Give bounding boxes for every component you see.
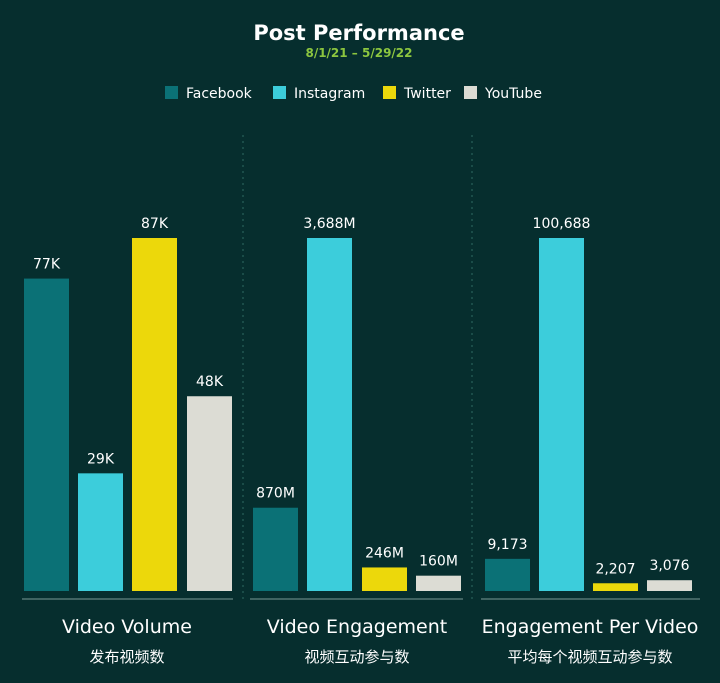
panel-engagement-per-video: 9,173 100,688 2,207 3,076 Engagement Per Vid… [481, 216, 700, 666]
panel-subtitle: 视频互动参与数 [304, 648, 409, 666]
value-label-youtube: 160M [419, 554, 458, 570]
panel-title: Video Engagement [267, 616, 447, 638]
bar-facebook [485, 558, 530, 591]
legend-label-facebook: Facebook [186, 86, 253, 102]
bar-twitter [593, 583, 638, 591]
bar-instagram [539, 238, 584, 591]
legend-label-youtube: YouTube [484, 86, 542, 102]
legend-label-instagram: Instagram [294, 86, 365, 102]
bar-youtube [647, 580, 692, 591]
value-label-facebook: 870M [256, 486, 295, 502]
panel-video-volume: 77K 29K 87K 48K Video Volume 发布视频数 [22, 216, 233, 666]
legend-swatch-twitter [383, 86, 396, 99]
value-label-facebook: 9,173 [487, 537, 527, 553]
value-label-instagram: 29K [87, 451, 115, 467]
value-label-youtube: 3,076 [649, 558, 689, 574]
bar-facebook [24, 278, 69, 591]
panel-video-engagement: 870M 3,688M 246M 160M Video Engagement 视频互动参与… [250, 216, 463, 666]
value-label-instagram: 100,688 [533, 216, 591, 232]
value-label-twitter: 246M [365, 545, 404, 561]
bar-instagram [78, 473, 123, 591]
value-label-youtube: 48K [196, 374, 224, 390]
panel-subtitle: 发布视频数 [89, 648, 164, 666]
panel-title: Video Volume [62, 616, 192, 638]
bar-youtube [416, 575, 461, 591]
legend-swatch-youtube [464, 86, 477, 99]
legend: Facebook Instagram Twitter YouTube [165, 86, 542, 102]
value-label-twitter: 87K [141, 216, 169, 232]
bar-twitter [132, 238, 177, 591]
panels: 77K 29K 87K 48K Video Volume 发布视频数 870M 3,688M 2… [22, 216, 700, 666]
legend-label-twitter: Twitter [403, 86, 451, 102]
value-label-twitter: 2,207 [595, 561, 635, 577]
legend-swatch-instagram [273, 86, 286, 99]
legend-swatch-facebook [165, 86, 178, 99]
chart-title: Post Performance [253, 21, 464, 45]
panel-subtitle: 平均每个视频互动参与数 [507, 648, 672, 666]
chart-date-range: 8/1/21 – 5/29/22 [305, 46, 412, 60]
panel-title: Engagement Per Video [482, 616, 699, 638]
bar-facebook [253, 507, 298, 591]
bar-twitter [362, 567, 407, 591]
bar-youtube [187, 396, 232, 591]
bar-instagram [307, 238, 352, 591]
value-label-instagram: 3,688M [303, 216, 355, 232]
value-label-facebook: 77K [33, 257, 61, 273]
